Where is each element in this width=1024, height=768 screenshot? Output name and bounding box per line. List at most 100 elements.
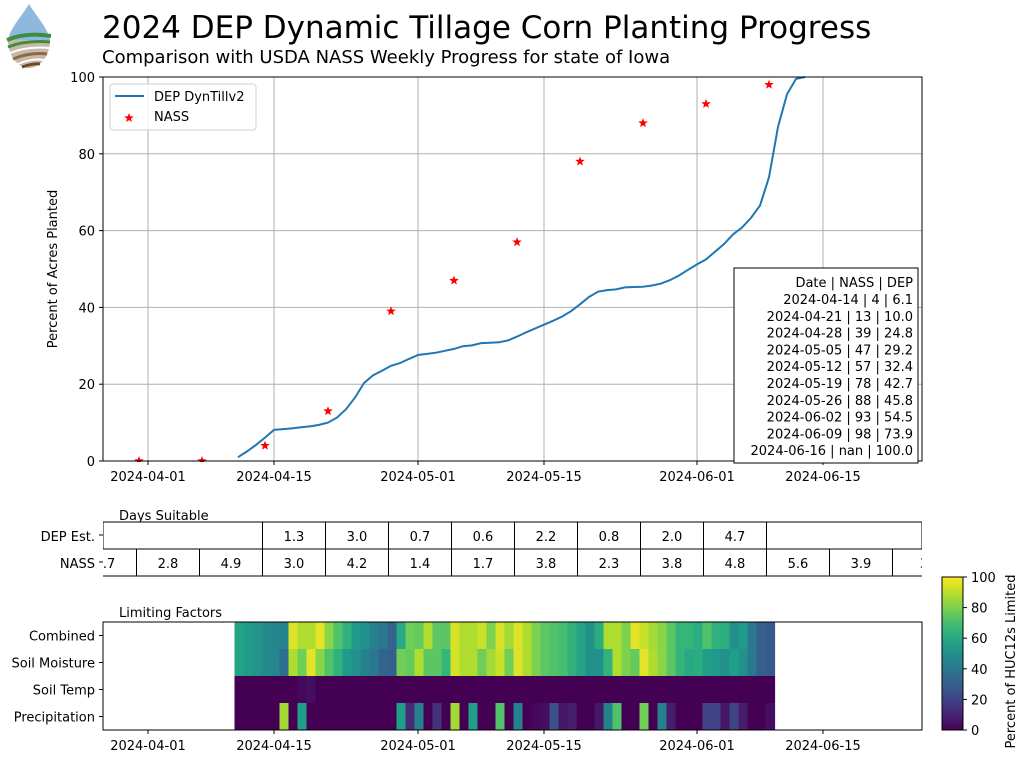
heatmap-cell — [603, 703, 614, 730]
heatmap-cell — [738, 676, 749, 703]
heatmap-cell — [387, 649, 398, 676]
heatmap-cell — [576, 703, 587, 730]
legend[interactable]: DEP DynTillv2 NASS — [109, 83, 257, 131]
limiting-factors-title: Limiting Factors — [119, 606, 222, 621]
y-tick-label: 60 — [78, 225, 95, 240]
nass-value: 4.2 — [347, 557, 368, 572]
heatmap-cell — [549, 676, 560, 703]
heatmap-cell — [630, 703, 641, 730]
heatmap-cell — [513, 676, 524, 703]
heatmap-cell — [495, 676, 506, 703]
nass-cell — [262, 548, 326, 577]
heatmap-cell — [675, 649, 686, 676]
nass-point — [323, 406, 333, 416]
heatmap-cell — [252, 649, 263, 676]
heatmap-cell — [279, 676, 290, 703]
heatmap-cell — [666, 703, 677, 730]
dep-est-value: 2.2 — [536, 530, 557, 545]
heatmap-cell — [513, 649, 524, 676]
heatmap-cell — [684, 622, 695, 649]
heatmap-cell — [405, 703, 416, 730]
x-tick-label: 2024-05-15 — [506, 470, 582, 485]
heatmap-cell — [612, 676, 623, 703]
heatmap-cell — [630, 649, 641, 676]
heatmap-cell — [675, 703, 686, 730]
heatmap-cell — [594, 676, 605, 703]
heatmap-cell — [441, 649, 452, 676]
heatmap-cell — [360, 622, 371, 649]
heatmap-cell — [324, 649, 335, 676]
heatmap-cell — [558, 703, 569, 730]
heatmap-cell — [612, 703, 623, 730]
heatmap-cell — [612, 649, 623, 676]
heatmap-cell — [666, 676, 677, 703]
heatmap-cell — [297, 703, 308, 730]
heatmap-cell — [675, 622, 686, 649]
heatmap-cell — [369, 703, 380, 730]
heatmap-cell — [522, 703, 533, 730]
heatmap-cell — [504, 649, 515, 676]
heatmap-cell — [702, 703, 713, 730]
heatmap-cell — [495, 622, 506, 649]
heatmap-cell — [729, 676, 740, 703]
heatmap-cell — [711, 703, 722, 730]
heatmap-frame — [102, 621, 923, 731]
heatmap-cell — [342, 676, 353, 703]
heatmap-cell — [333, 649, 344, 676]
heatmap-cell — [666, 622, 677, 649]
heatmap-cell — [738, 649, 749, 676]
row-label-nass: NASS — [60, 557, 95, 572]
comparison-table-row: 2024-05-05 | 47 | 29.2 — [767, 343, 913, 358]
heatmap-cell — [756, 622, 767, 649]
heatmap-cell — [450, 649, 461, 676]
heatmap-cell — [342, 703, 353, 730]
heatmap-cell — [468, 703, 479, 730]
chart-title: 2024 DEP Dynamic Tillage Corn Planting P… — [102, 10, 872, 46]
heatmap-cell — [747, 649, 758, 676]
heatmap-cell — [306, 703, 317, 730]
heatmap-cell — [711, 676, 722, 703]
nass-value: 3.8 — [536, 557, 557, 572]
y-tick-label: 40 — [78, 301, 95, 316]
heatmap-cell — [585, 622, 596, 649]
heatmap-cell — [423, 649, 434, 676]
comparison-table-row: 2024-05-19 | 78 | 42.7 — [767, 377, 913, 392]
heatmap-cell — [495, 703, 506, 730]
heatmap-cell — [261, 703, 272, 730]
nass-value: 2.8 — [158, 557, 179, 572]
heatmap-cell — [342, 649, 353, 676]
colorbar-label: Percent of HUC12s Limited — [1004, 574, 1019, 748]
heatmap-cell — [720, 703, 731, 730]
heatmap-cell — [243, 649, 254, 676]
heatmap-cell — [423, 703, 434, 730]
heatmap-cell — [558, 676, 569, 703]
heatmap-cell — [603, 676, 614, 703]
legend-box — [109, 83, 257, 131]
heatmap-cell — [549, 622, 560, 649]
colorbar-tick-label: 20 — [971, 693, 988, 708]
heatmap-cell — [540, 676, 551, 703]
heatmap-cell — [423, 622, 434, 649]
heatmap-cell — [333, 676, 344, 703]
heatmap-cell — [396, 676, 407, 703]
heatmap-cell — [297, 676, 308, 703]
heatmap-cell — [342, 622, 353, 649]
heatmap-cell — [693, 676, 704, 703]
heatmap-cell — [621, 703, 632, 730]
heatmap-cell — [468, 649, 479, 676]
heatmap-cell — [315, 622, 326, 649]
heatmap-cell — [567, 649, 578, 676]
heatmap-cell — [756, 649, 767, 676]
heatmap-cell — [396, 649, 407, 676]
heatmap-cell — [414, 703, 425, 730]
heatmap-cell — [495, 649, 506, 676]
heatmap-cell — [711, 649, 722, 676]
heatmap-cell — [531, 622, 542, 649]
x-tick-label: 2024-06-01 — [659, 739, 735, 754]
heatmap-cell — [576, 676, 587, 703]
heatmap-cell — [513, 622, 524, 649]
heatmap-cell — [234, 649, 245, 676]
days-suitable-title: Days Suitable — [119, 509, 209, 524]
heatmap-cell — [549, 703, 560, 730]
